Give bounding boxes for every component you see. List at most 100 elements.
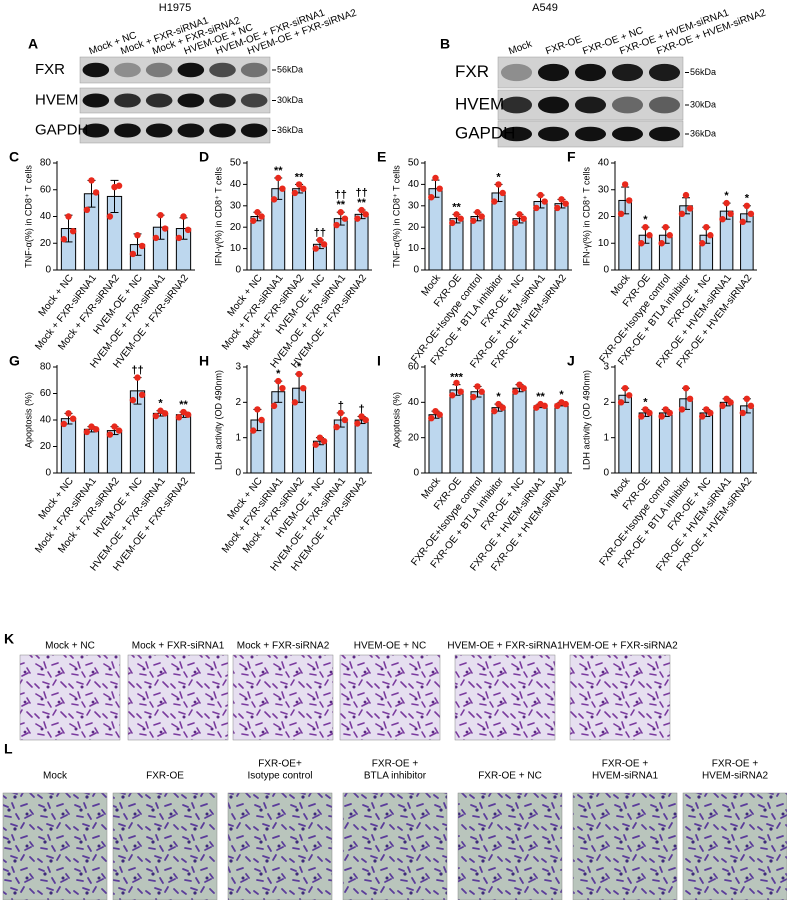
- data-point: [436, 185, 443, 192]
- micrograph: [112, 792, 218, 900]
- micrograph-label: FXR-OE +: [372, 759, 419, 770]
- blot-band: [145, 123, 173, 138]
- y-tick-label: 30: [230, 200, 242, 211]
- micrograph: [682, 792, 787, 900]
- data-point: [258, 213, 265, 220]
- data-point: [470, 393, 477, 401]
- data-point: [270, 402, 278, 410]
- bar: [512, 387, 527, 474]
- y-axis-label: Apoptosis (%): [391, 392, 401, 448]
- data-point: [646, 232, 653, 239]
- blot-band: [114, 93, 141, 108]
- y-axis-label: IFN-γ(%) in CD8⁺ T cells: [213, 167, 223, 266]
- y-tick-label: 30: [408, 200, 420, 211]
- data-point: [537, 191, 544, 199]
- panel-letter: F: [567, 149, 576, 165]
- bar: [152, 412, 169, 474]
- protein-label: GAPDH: [35, 121, 88, 138]
- y-tick-label: 20: [230, 222, 242, 233]
- blot-band: [114, 123, 141, 138]
- y-tick-label: 0: [413, 265, 419, 276]
- data-point: [727, 210, 734, 218]
- data-point: [60, 420, 68, 428]
- blot-strip: [79, 117, 271, 144]
- micrograph: [127, 654, 229, 741]
- bar: [491, 407, 506, 474]
- data-point: [88, 177, 95, 184]
- data-point: [533, 204, 540, 212]
- marker-label: 36kDa: [277, 125, 303, 135]
- y-tick-label: 60: [40, 388, 52, 399]
- data-point: [666, 409, 673, 417]
- micrograph: [457, 792, 563, 900]
- blot-band: [209, 123, 236, 138]
- significance-mark: ††: [335, 189, 347, 201]
- data-point: [562, 400, 569, 408]
- bar: [618, 394, 632, 474]
- data-point: [703, 224, 710, 231]
- data-point: [65, 410, 72, 417]
- blot-band: [648, 96, 681, 114]
- data-point: [516, 211, 523, 218]
- y-tick-label: 2: [603, 397, 609, 408]
- bar: [250, 216, 265, 271]
- y-axis-label: Apoptosis (%): [23, 392, 33, 448]
- panel-letter: I: [377, 353, 381, 369]
- data-point: [129, 250, 137, 258]
- data-point: [646, 409, 653, 417]
- data-point: [295, 370, 303, 378]
- data-point: [682, 191, 690, 199]
- data-point: [449, 219, 456, 227]
- micrograph-label: Mock + FXR-siRNA1: [132, 641, 225, 652]
- data-point: [180, 213, 187, 220]
- data-point: [341, 416, 349, 424]
- blot-band: [648, 126, 681, 142]
- panel-letter: E: [377, 149, 386, 165]
- data-point: [617, 399, 625, 406]
- data-point: [727, 399, 734, 406]
- data-point: [658, 240, 665, 247]
- data-point: [69, 415, 77, 422]
- lane-label: FXR-OE: [544, 34, 584, 57]
- data-point: [562, 200, 569, 207]
- y-tick-label: 0: [413, 468, 419, 479]
- data-point: [495, 181, 502, 188]
- data-point: [478, 388, 485, 395]
- micrograph-label: Mock + FXR-siRNA2: [237, 641, 330, 652]
- y-tick-label: 10: [598, 238, 610, 249]
- significance-mark: ***: [450, 372, 464, 384]
- y-axis-label: IFN-γ(%) in CD8⁺ T cells: [581, 167, 591, 266]
- data-point: [134, 374, 141, 381]
- data-point: [134, 232, 141, 239]
- bar: [470, 216, 485, 271]
- y-tick-label: 30: [598, 184, 610, 195]
- y-tick-label: 20: [408, 432, 420, 443]
- bar: [470, 391, 485, 474]
- data-point: [83, 206, 91, 214]
- data-point: [69, 228, 77, 235]
- y-tick-label: 10: [408, 243, 420, 254]
- data-point: [129, 396, 137, 404]
- data-point: [541, 402, 548, 410]
- blot-band: [648, 63, 681, 82]
- significance-mark: ††: [314, 227, 326, 239]
- protein-label: FXR: [35, 61, 65, 78]
- data-point: [161, 410, 169, 417]
- significance-mark: *: [559, 389, 564, 401]
- y-axis-label: TNF-α(%) in CD8⁺ T cells: [391, 165, 401, 268]
- data-point: [617, 210, 625, 218]
- data-point: [739, 409, 746, 417]
- data-point: [512, 219, 519, 227]
- data-point: [719, 215, 726, 223]
- bar: [699, 412, 714, 474]
- bar: [719, 401, 734, 474]
- data-point: [495, 400, 502, 408]
- blot-band: [537, 96, 570, 114]
- y-tick-label: 0: [45, 265, 51, 276]
- y-tick-label: 40: [40, 211, 52, 222]
- blot-band: [177, 93, 205, 108]
- significance-mark: *: [158, 398, 163, 410]
- data-point: [499, 189, 506, 197]
- bar: [638, 412, 653, 474]
- y-tick-label: 0: [235, 468, 241, 479]
